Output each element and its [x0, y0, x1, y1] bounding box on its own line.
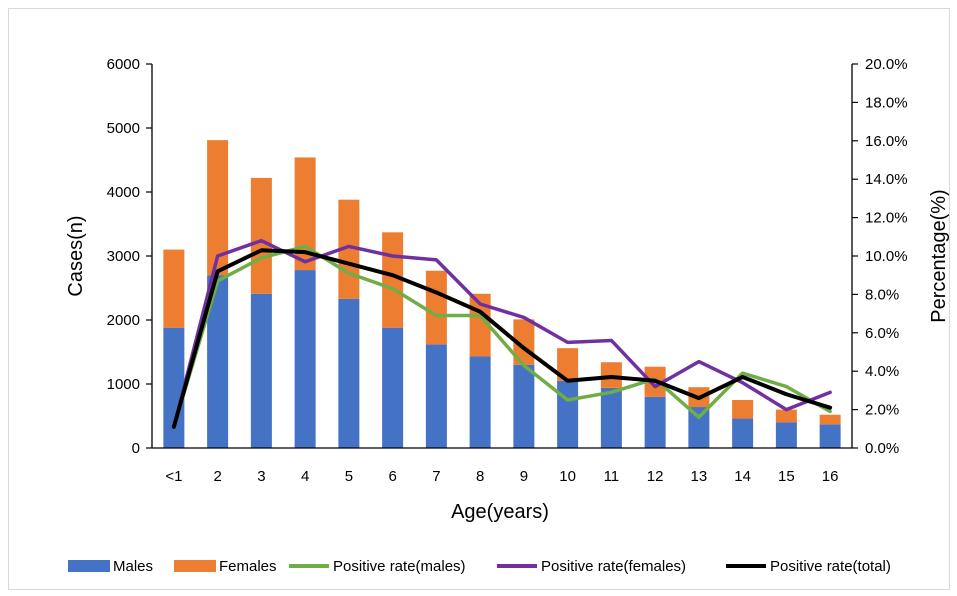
- y2-tick-label: 8.0%: [865, 286, 899, 303]
- bars-layer: [163, 140, 841, 448]
- legend-swatch-males: [68, 560, 110, 572]
- bar-females-3: [294, 157, 316, 271]
- line-series-3: [172, 238, 832, 429]
- y-tick-label: 3000: [107, 248, 140, 265]
- bar-males-1: [207, 275, 229, 448]
- bar-males-4: [338, 298, 360, 448]
- x-tick-label: 10: [559, 468, 576, 485]
- bar-males-13: [732, 418, 754, 448]
- y-tick-label: 4000: [107, 184, 140, 201]
- bar-males-6: [425, 344, 447, 448]
- bar-females-15: [819, 414, 841, 425]
- y2-axis-title: Percentage(%): [928, 189, 950, 322]
- bar-females-13: [732, 400, 754, 419]
- bar-males-8: [513, 364, 535, 448]
- legend-label: Positive rate(males): [333, 558, 466, 575]
- legend-label: Males: [113, 558, 153, 575]
- legend-swatch-females: [174, 560, 216, 572]
- y2-tick-label: 18.0%: [865, 94, 908, 111]
- y2-tick-label: 2.0%: [865, 402, 899, 419]
- y2-tick-label: 16.0%: [865, 133, 908, 150]
- x-tick-label: 11: [604, 468, 620, 485]
- bar-females-9: [557, 348, 579, 381]
- x-tick-label: 12: [647, 468, 664, 485]
- bar-females-2: [250, 177, 272, 294]
- bar-males-15: [819, 424, 841, 448]
- bar-males-9: [557, 380, 579, 448]
- y2-tick-label: 0.0%: [865, 440, 899, 457]
- bar-females-14: [775, 409, 797, 423]
- y-tick-label: 2000: [107, 312, 140, 329]
- legend: Males Females Positive rate(males) Positive…: [68, 558, 891, 575]
- legend-label: Positive rate(females): [541, 558, 686, 575]
- x-tick-label: 2: [213, 468, 221, 485]
- x-tick-label: 4: [301, 468, 309, 485]
- x-tick-label: 5: [345, 468, 353, 485]
- x-axis-title: Age(years): [451, 501, 549, 523]
- legend-label: Positive rate(total): [770, 558, 891, 575]
- x-tick-label: 16: [822, 468, 839, 485]
- bar-females-1: [207, 140, 229, 276]
- bar-males-14: [775, 422, 797, 448]
- y-axis-title: Cases(n): [65, 215, 87, 296]
- y2-tick-label: 12.0%: [865, 210, 908, 227]
- line-series-4: [171, 248, 833, 429]
- bar-males-2: [250, 293, 272, 448]
- bar-males-12: [688, 407, 710, 448]
- bar-males-0: [163, 327, 185, 448]
- bar-males-10: [600, 387, 622, 448]
- y-tick-label: 0: [132, 440, 140, 457]
- y-tick-label: 6000: [107, 56, 140, 73]
- legend-label: Females: [219, 558, 277, 575]
- bar-males-11: [644, 396, 666, 448]
- x-tick-label: 6: [388, 468, 396, 485]
- axes-layer: 0 1000 2000 3000 4000 5000 6000 0.0% 2.0% 4.0% 6.0…: [107, 56, 908, 485]
- x-tick-label: 15: [778, 468, 795, 485]
- y2-tick-label: 4.0%: [865, 363, 899, 380]
- x-tick-label: 13: [691, 468, 708, 485]
- y2-tick-label: 6.0%: [865, 325, 899, 342]
- bar-females-0: [163, 249, 185, 328]
- lines-layer: [171, 238, 833, 429]
- y2-tick-label: 14.0%: [865, 171, 908, 188]
- x-tick-label: 14: [734, 468, 751, 485]
- x-tick-label: 3: [257, 468, 265, 485]
- bar-males-3: [294, 270, 316, 448]
- line-series-2: [172, 244, 832, 429]
- bar-females-6: [425, 270, 447, 345]
- x-tick-label: 7: [432, 468, 440, 485]
- y2-tick-label: 20.0%: [865, 56, 908, 73]
- y-tick-label: 1000: [107, 376, 140, 393]
- bar-males-7: [469, 356, 491, 448]
- bar-males-5: [382, 327, 404, 448]
- x-tick-label: 9: [520, 468, 528, 485]
- x-tick-label: 8: [476, 468, 484, 485]
- x-tick-label: <1: [165, 468, 182, 485]
- y-tick-label: 5000: [107, 120, 140, 137]
- y2-tick-label: 10.0%: [865, 248, 908, 265]
